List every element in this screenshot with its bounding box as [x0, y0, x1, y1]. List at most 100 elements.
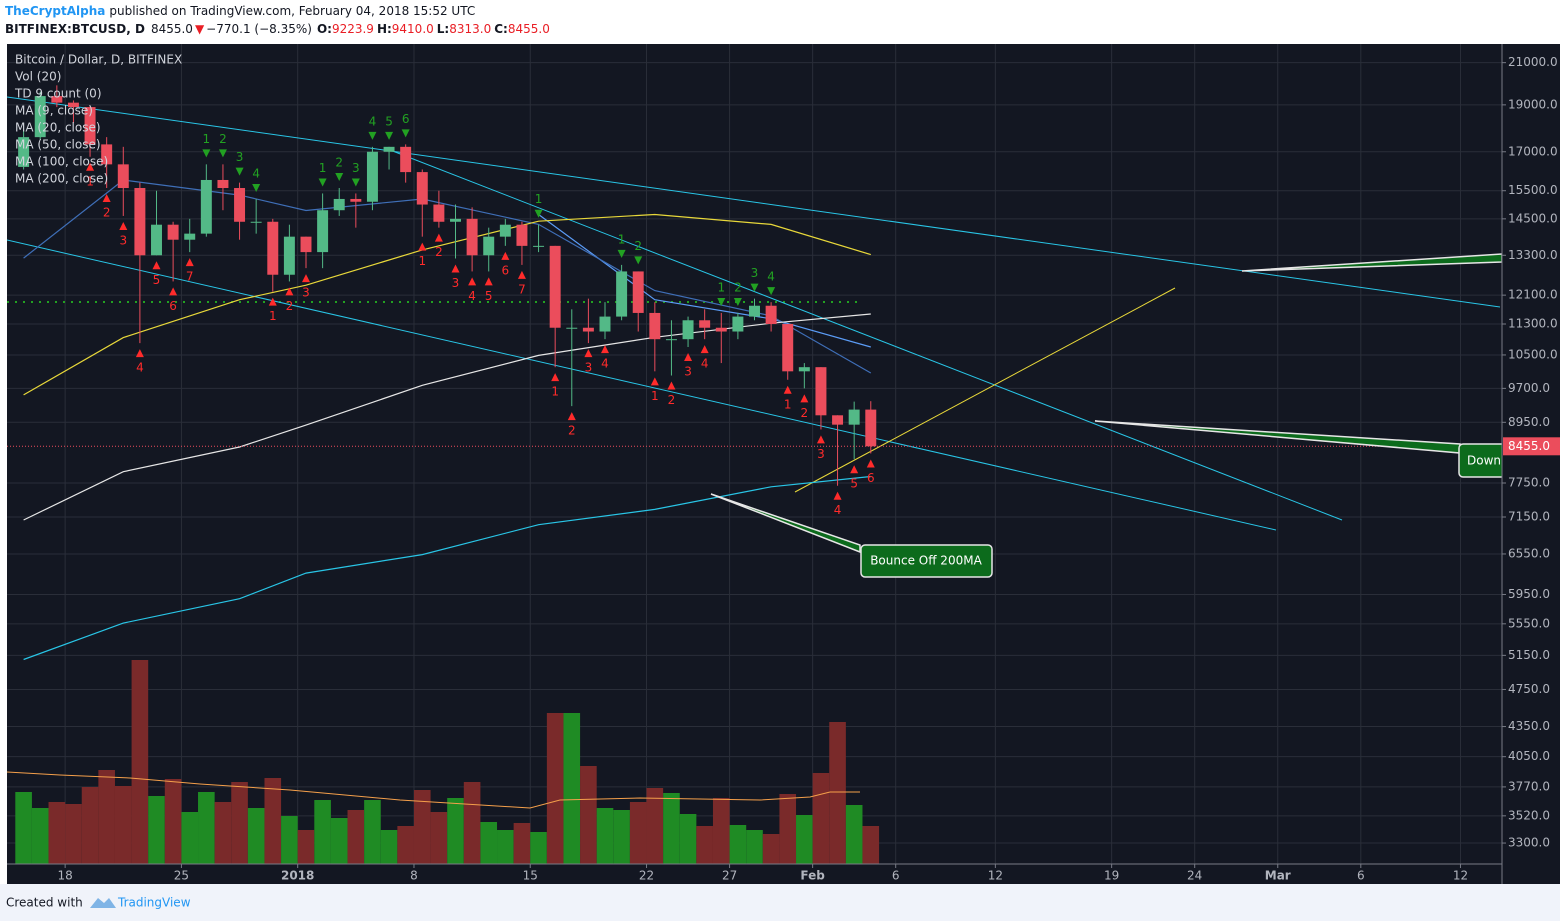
legend-entry: MA (50, close): [15, 138, 101, 152]
td-count: 3: [352, 161, 360, 175]
td-marker: [634, 256, 643, 265]
volume-bar: [148, 796, 165, 864]
ma-line: [23, 475, 871, 661]
legend-entry: MA (200, close): [15, 172, 108, 186]
y-tick-label: 9700.0: [1508, 381, 1550, 395]
candle-body: [433, 204, 445, 222]
td-count: 1: [551, 385, 559, 399]
volume-bar: [48, 802, 66, 864]
td-count: 5: [485, 289, 493, 303]
td-marker: [401, 129, 410, 138]
volume-bar: [447, 798, 464, 864]
td-count: 1: [269, 309, 277, 323]
td-marker: [700, 345, 709, 354]
td-marker: [501, 251, 510, 260]
volume-bar: [762, 834, 780, 864]
td-marker: [252, 183, 261, 192]
td-count: 1: [203, 132, 211, 146]
volume-bar: [15, 792, 32, 864]
volume-bar: [330, 818, 348, 864]
y-tick-label: 5550.0: [1508, 616, 1550, 630]
candle-body: [366, 151, 378, 202]
candle-body: [765, 305, 777, 324]
ma-line: [23, 313, 871, 521]
volume-bar: [364, 800, 381, 864]
high: 9410.0: [392, 22, 434, 36]
volume-bar: [679, 814, 697, 864]
volume-bar: [347, 810, 365, 864]
td-count: 3: [119, 233, 127, 247]
td-count: 7: [186, 270, 194, 284]
low: 8313.0: [449, 22, 491, 36]
volume-bar: [281, 816, 298, 864]
candle-body: [483, 236, 495, 256]
candle-body: [832, 415, 844, 425]
x-tick-label: 24: [1187, 869, 1202, 883]
candle-body: [84, 107, 96, 145]
td-marker: [335, 173, 344, 182]
last: 8455.0: [151, 22, 193, 36]
y-tick-label: 15500.0: [1508, 183, 1558, 197]
volume-bar: [580, 766, 597, 864]
y-tick-label: 11300.0: [1508, 316, 1558, 330]
td-marker: [733, 297, 742, 306]
candle-body: [350, 198, 362, 202]
last-price-label: 8455.0: [1508, 439, 1550, 453]
volume-bar: [646, 788, 664, 864]
volume-bar: [98, 770, 115, 864]
x-tick-label: 12: [1453, 869, 1468, 883]
volume-bar: [131, 660, 149, 864]
volume-bar: [613, 810, 630, 864]
volume-bar: [181, 812, 199, 864]
td-count: 6: [502, 263, 510, 277]
footer-brand[interactable]: TradingView: [117, 896, 191, 910]
volume-bar: [746, 830, 763, 864]
td-marker: [650, 377, 659, 386]
volume-bar: [247, 808, 265, 864]
low-label: L:: [437, 22, 449, 36]
td-marker: [783, 385, 792, 394]
close: 8455.0: [508, 22, 550, 36]
td-marker: [717, 297, 726, 306]
td-count: 1: [717, 280, 725, 294]
td-count: 6: [402, 112, 410, 126]
arrow: ▼: [195, 22, 205, 36]
legend-entry: MA (20, close): [15, 121, 101, 135]
td-count: 2: [734, 280, 742, 294]
candle-body: [865, 409, 877, 447]
td-count: 6: [867, 471, 875, 485]
candle-body: [715, 327, 727, 332]
candle-body: [333, 198, 345, 211]
volume-bar: [413, 790, 431, 864]
td-count: 3: [751, 266, 759, 280]
td-marker: [584, 349, 593, 358]
x-tick-label: 25: [174, 869, 189, 883]
td-count: 3: [302, 286, 310, 300]
td-marker: [551, 373, 560, 382]
y-tick-label: 10500.0: [1508, 347, 1558, 361]
x-tick-label: Mar: [1265, 869, 1291, 883]
td-marker: [202, 149, 211, 158]
td-marker: [617, 249, 626, 258]
close-label: C:: [494, 22, 508, 36]
volume-bar: [214, 802, 232, 864]
td-count: 4: [601, 357, 609, 371]
volume-bar: [231, 782, 248, 864]
candle-body: [848, 409, 860, 425]
y-tick-label: 12100.0: [1508, 288, 1558, 302]
td-marker: [385, 131, 394, 140]
callout-box: [860, 544, 993, 578]
candle-body: [217, 179, 229, 189]
volume-bar: [480, 822, 498, 864]
td-count: 2: [668, 393, 676, 407]
td-count: 3: [585, 361, 593, 375]
td-marker: [152, 261, 161, 270]
legend-entry: Vol (20): [15, 70, 61, 84]
td-count: 6: [169, 299, 177, 313]
candle-body: [184, 233, 196, 240]
candle-body: [200, 179, 212, 234]
volume-bar: [430, 812, 448, 864]
candle-body: [317, 210, 329, 253]
td-count: 7: [518, 282, 526, 296]
